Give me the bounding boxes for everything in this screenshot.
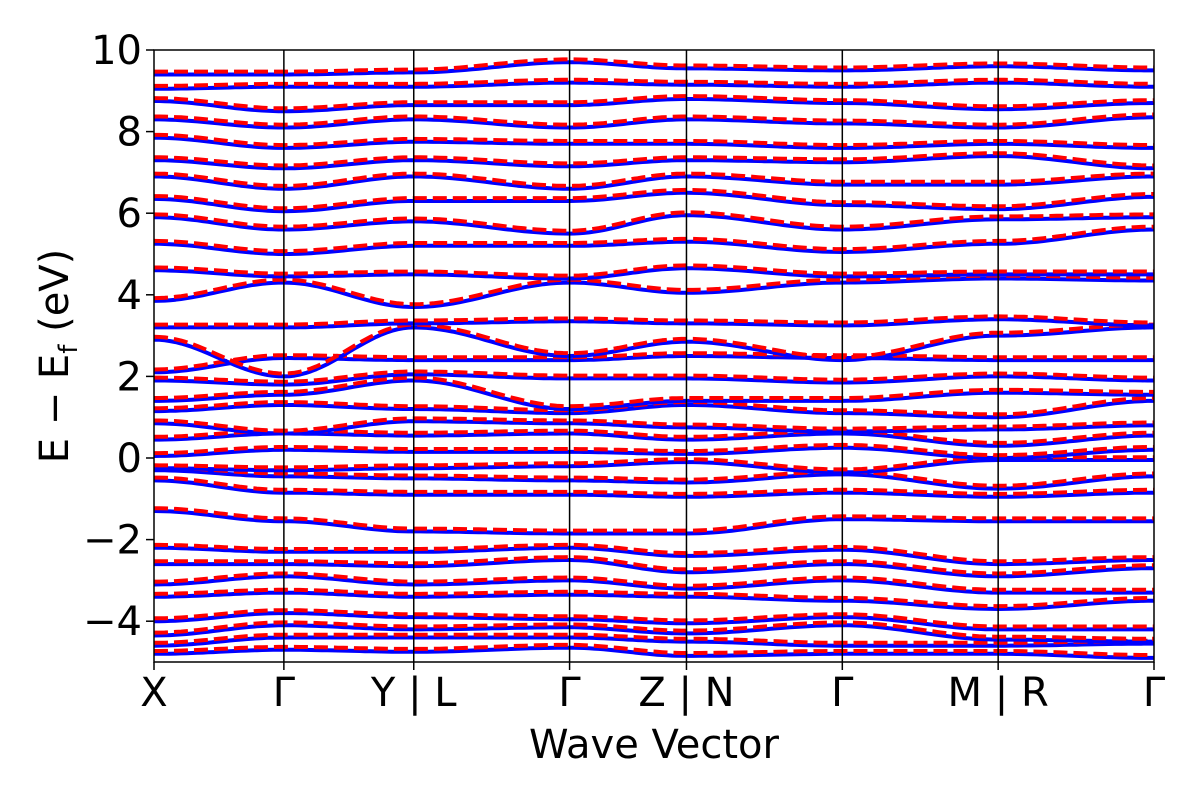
band-line-dashed <box>154 632 1154 645</box>
band-line-solid <box>154 135 1154 150</box>
band-line-dashed <box>154 263 1154 278</box>
y-axis-label: E − Ef (eV) <box>32 249 84 464</box>
band-line-solid <box>154 478 1154 499</box>
plot-frame <box>153 49 1155 663</box>
band-line-dashed <box>154 465 1154 488</box>
bands-layer <box>154 57 1154 660</box>
band-line-solid <box>154 266 1154 281</box>
band-line-dashed <box>154 587 1154 609</box>
band-line-solid <box>154 545 1154 567</box>
band-line-dashed <box>154 171 1154 188</box>
band-line-solid <box>154 419 1154 436</box>
band-line-solid <box>154 468 1154 491</box>
y-axis-label-main: E − E <box>32 354 78 464</box>
band-line-dashed <box>154 94 1154 111</box>
band-line-solid <box>154 378 1154 411</box>
x-tick-label: Z | N <box>638 670 734 716</box>
band-line-solid <box>154 398 1154 420</box>
band-line-dashed <box>154 475 1154 496</box>
x-axis-label: Wave Vector <box>529 722 780 768</box>
y-tick-label: 0 <box>117 436 142 482</box>
band-line-solid <box>154 213 1154 236</box>
y-tick-label: 10 <box>91 28 142 74</box>
x-tick-label: Y | L <box>370 670 457 716</box>
band-line-solid <box>154 574 1154 595</box>
x-tick-label: Γ <box>273 670 296 716</box>
y-tick-label: 6 <box>117 191 142 237</box>
x-tick-label: X <box>140 670 167 716</box>
y-axis-label-unit: (eV) <box>32 249 78 345</box>
band-line-dashed <box>154 542 1154 564</box>
band-line-dashed <box>154 151 1154 168</box>
band-line-dashed <box>154 608 1154 629</box>
x-tick-label: Γ <box>558 670 581 716</box>
band-line-solid <box>154 354 1154 375</box>
band-line-solid <box>154 372 1154 387</box>
band-line-dashed <box>154 375 1154 409</box>
y-tick-label: 2 <box>117 354 142 400</box>
band-line-dashed <box>154 442 1154 458</box>
band-line-dashed <box>154 57 1154 74</box>
band-line-dashed <box>154 351 1154 372</box>
y-axis-label-subscript: f <box>54 344 84 354</box>
band-line-dashed <box>154 224 1154 254</box>
band-line-dashed <box>154 455 1154 472</box>
x-tick-label: Γ <box>1143 670 1166 716</box>
band-line-dashed <box>154 369 1154 384</box>
band-line-solid <box>154 635 1154 648</box>
high-symmetry-lines <box>283 50 999 662</box>
x-axis-ticks: X Γ Y | L Γ Z | N Γ M | R Γ <box>140 662 1166 716</box>
band-line-dashed <box>154 112 1154 127</box>
band-line-solid <box>154 60 1154 77</box>
band-line-dashed <box>154 210 1154 233</box>
band-line-solid <box>154 174 1154 191</box>
band-line-solid <box>154 276 1154 309</box>
band-line-solid <box>154 611 1154 632</box>
band-line-solid <box>154 227 1154 256</box>
y-tick-label: −4 <box>83 599 142 645</box>
x-tick-label: Γ <box>831 670 854 716</box>
band-line-dashed <box>154 506 1154 533</box>
band-line-dashed <box>154 642 1154 658</box>
band-line-dashed <box>154 396 1154 417</box>
y-tick-label: −2 <box>83 518 142 564</box>
band-line-dashed <box>154 416 1154 433</box>
band-line-solid <box>154 317 1154 330</box>
band-line-solid <box>154 509 1154 536</box>
band-line-solid <box>154 458 1154 475</box>
x-tick-label: M | R <box>948 670 1049 716</box>
band-line-dashed <box>154 132 1154 148</box>
band-line-solid <box>154 325 1154 379</box>
band-line-dashed <box>154 555 1154 576</box>
band-line-dashed <box>154 322 1154 376</box>
band-line-solid <box>154 154 1154 171</box>
band-line-dashed <box>154 314 1154 327</box>
y-tick-label: 4 <box>117 273 142 319</box>
y-axis-ticks: 10 8 6 4 2 0 −2 −4 <box>83 28 154 645</box>
band-line-dashed <box>154 77 1154 88</box>
band-line-solid <box>154 623 1154 644</box>
band-line-solid <box>154 115 1154 130</box>
band-line-dashed <box>154 620 1154 641</box>
band-line-solid <box>154 445 1154 460</box>
band-line-dashed <box>154 187 1154 211</box>
band-line-solid <box>154 590 1154 611</box>
band-line-dashed <box>154 571 1154 592</box>
band-line-solid <box>154 190 1154 214</box>
band-line-solid <box>154 97 1154 114</box>
band-line-solid <box>154 645 1154 660</box>
band-line-solid <box>154 558 1154 579</box>
y-tick-label: 8 <box>117 110 142 156</box>
band-line-solid <box>154 80 1154 91</box>
